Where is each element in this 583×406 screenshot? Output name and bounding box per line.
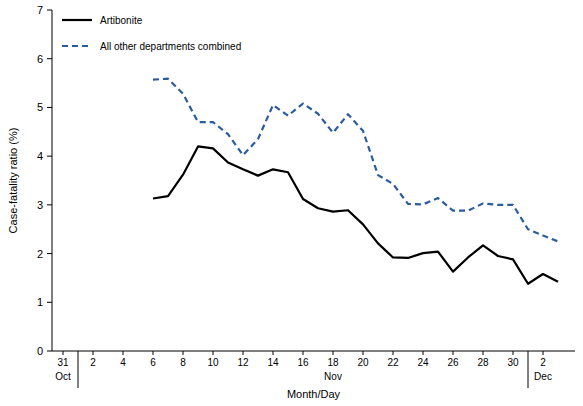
y-axis [52,10,53,351]
x-tick [363,351,364,355]
x-tick-label: 16 [297,357,309,368]
x-tick [273,351,274,355]
month-divider [528,351,529,388]
x-tick-label: 24 [417,357,429,368]
y-tick [47,107,52,108]
y-tick [47,10,52,11]
x-tick-label: 4 [120,357,126,368]
x-tick [333,351,334,355]
legend-swatch [62,19,92,21]
x-tick [183,351,184,355]
x-tick-label: 31 [57,357,69,368]
x-tick [423,351,424,355]
x-tick-label: 12 [237,357,249,368]
y-tick-label: 1 [37,296,43,308]
month-label: Oct [55,371,71,382]
y-tick [47,204,52,205]
x-tick-label: 6 [150,357,156,368]
legend-label: All other departments combined [100,41,241,52]
x-tick-label: 8 [180,357,186,368]
y-tick [47,58,52,59]
x-tick [303,351,304,355]
x-tick-label: 10 [207,357,219,368]
x-tick [513,351,514,355]
y-tick [47,253,52,254]
x-tick [213,351,214,355]
y-tick [47,156,52,157]
series-line [153,79,558,242]
x-tick-label: 22 [387,357,399,368]
x-axis [52,351,575,352]
y-tick-label: 6 [37,53,43,65]
x-axis-title: Month/Day [287,388,341,400]
x-tick-label: 18 [327,357,339,368]
x-tick [483,351,484,355]
x-tick-label: 26 [447,357,459,368]
y-tick [47,302,52,303]
series-line [153,146,558,283]
legend-swatch [62,45,92,47]
x-tick-label: 2 [540,357,546,368]
x-tick-label: 28 [477,357,489,368]
x-tick-label: 30 [507,357,519,368]
y-axis-title: Case-fatality ratio (%) [7,128,19,234]
x-tick [153,351,154,355]
x-tick [393,351,394,355]
y-tick-label: 2 [37,248,43,260]
y-tick-label: 5 [37,101,43,113]
month-divider [78,351,79,388]
x-tick-label: 20 [357,357,369,368]
legend-label: Artibonite [100,15,143,26]
x-tick [63,351,64,355]
y-tick-label: 3 [37,199,43,211]
x-tick-label: 2 [90,357,96,368]
y-tick-label: 4 [37,150,43,162]
month-label: Nov [324,371,342,382]
month-label: Dec [534,371,552,382]
y-tick [47,351,52,352]
y-tick-label: 0 [37,345,43,357]
x-tick [243,351,244,355]
plot-area [153,79,558,284]
x-tick [543,351,544,355]
x-tick [123,351,124,355]
y-tick-label: 7 [37,4,43,16]
x-tick [93,351,94,355]
chart: 0123456731246810121416182022242628302Oct… [0,0,583,406]
x-tick [453,351,454,355]
x-tick-label: 14 [267,357,279,368]
